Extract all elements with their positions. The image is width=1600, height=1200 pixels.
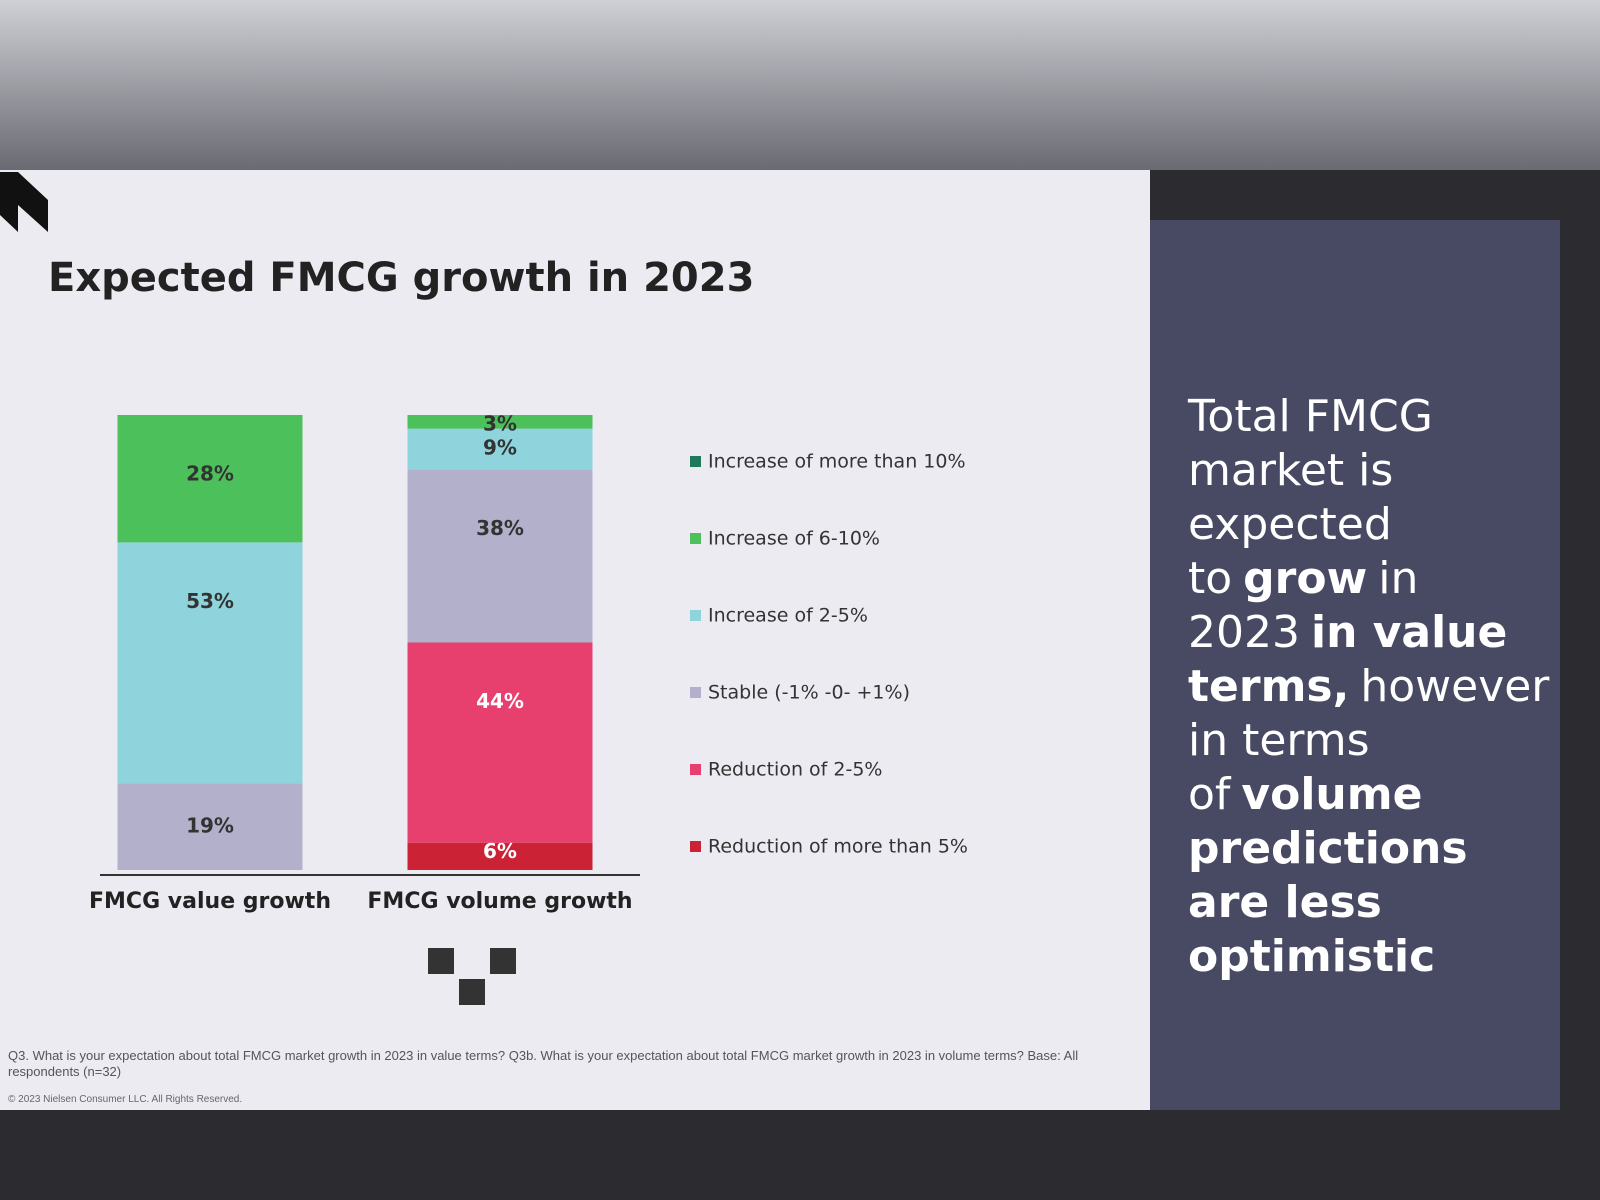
logo <box>0 172 48 232</box>
bar-segment <box>407 842 593 870</box>
value-label: 3% <box>483 412 517 436</box>
legend-label: Stable (-1% -0- +1%) <box>708 682 910 704</box>
bar-segment <box>117 415 303 543</box>
legend-swatch <box>690 764 701 775</box>
bar-segment <box>117 783 303 870</box>
side-text: Total FMCG market is expected to <box>1188 391 1433 604</box>
value-label: 28% <box>186 462 234 486</box>
legend-swatch <box>690 610 701 621</box>
side-text: grow <box>1243 553 1368 604</box>
bar-segment <box>407 415 593 429</box>
legend-label: Increase of more than 10% <box>708 451 966 473</box>
legend-label: Reduction of 2-5% <box>708 759 882 781</box>
legend-swatch <box>690 533 701 544</box>
copyright: © 2023 Nielsen Consumer LLC. All Rights … <box>8 1094 243 1105</box>
x-tick-label: FMCG volume growth <box>367 889 632 914</box>
side-text: in value terms, <box>1188 607 1508 712</box>
legend-label: Reduction of more than 5% <box>708 836 968 858</box>
side-text: volume predictions are less optimistic <box>1188 769 1468 982</box>
legend-label: Increase of 2-5% <box>708 605 868 627</box>
bar-segment <box>117 542 303 784</box>
legend-swatch <box>690 841 701 852</box>
side-panel: Total FMCG market is expected to grow in 2… <box>1150 220 1560 1110</box>
value-label: 9% <box>483 436 517 460</box>
side-text: however in terms of <box>1188 661 1550 820</box>
value-label: 6% <box>483 839 517 863</box>
bar-segment <box>407 469 593 643</box>
value-label: 19% <box>186 813 234 837</box>
value-label: 38% <box>476 516 524 540</box>
chart-title: Expected FMCG growth in 2023 <box>48 255 754 301</box>
bar-segment <box>407 642 593 843</box>
x-tick-label: FMCG value growth <box>89 889 331 914</box>
volume-icon <box>428 948 516 1005</box>
legend-label: Increase of 6-10% <box>708 528 880 550</box>
legend-swatch <box>690 687 701 698</box>
value-label: 44% <box>476 689 524 713</box>
footnote: Q3. What is your expectation about total… <box>8 1048 1079 1079</box>
ceiling <box>0 0 1600 170</box>
side-text: in 2023 <box>1188 553 1419 658</box>
legend-swatch <box>690 456 701 467</box>
value-label: 53% <box>186 589 234 613</box>
bar-segment <box>407 428 593 470</box>
